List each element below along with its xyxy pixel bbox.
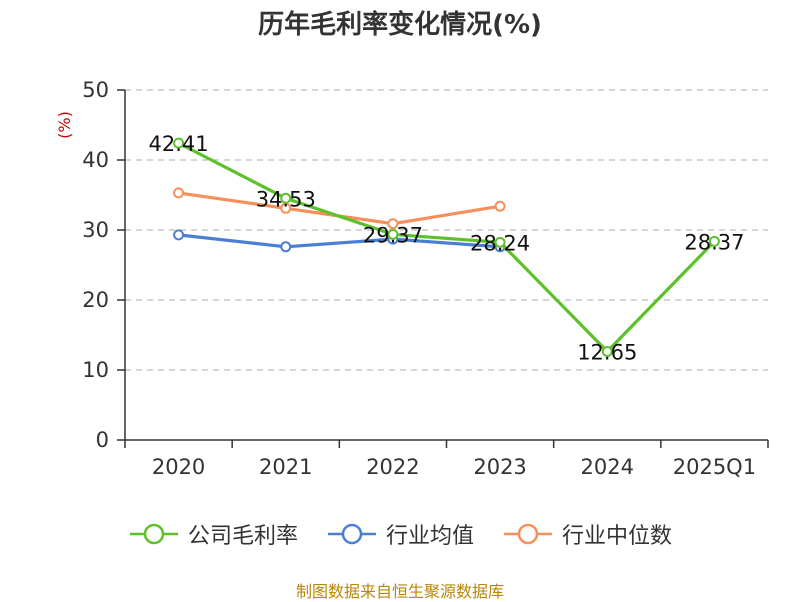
data-label: 28.24 bbox=[470, 231, 530, 255]
legend-label: 行业中位数 bbox=[562, 524, 673, 549]
x-tick-label: 2024 bbox=[581, 455, 634, 479]
data-point bbox=[387, 218, 399, 230]
data-point bbox=[280, 241, 292, 253]
data-label: 42.41 bbox=[149, 132, 209, 156]
y-tick-label: 10 bbox=[82, 358, 109, 382]
legend-label: 公司毛利率 bbox=[187, 524, 298, 549]
data-point bbox=[708, 235, 720, 247]
data-label: 34.53 bbox=[256, 187, 316, 211]
series-line bbox=[178, 191, 501, 226]
legend-marker-icon bbox=[504, 523, 552, 545]
legend-item[interactable]: 行业中位数 bbox=[502, 518, 672, 550]
y-tick-label: 40 bbox=[82, 148, 109, 172]
chart-title: 历年毛利率变化情况(%) bbox=[258, 10, 542, 40]
legend-item[interactable]: 公司毛利率 bbox=[128, 518, 298, 550]
data-point bbox=[494, 200, 506, 212]
data-point bbox=[494, 236, 506, 248]
grid-lines bbox=[125, 89, 768, 371]
data-point bbox=[387, 228, 399, 240]
data-label: 28.37 bbox=[684, 230, 744, 254]
legend: 公司毛利率 行业均值 行业中位数 bbox=[0, 518, 800, 550]
y-tick-label: 20 bbox=[82, 288, 109, 312]
data-point bbox=[601, 345, 613, 357]
data-labels: 42.41 34.53 29.37 28.24 12.65 28.37 bbox=[149, 132, 745, 364]
data-point bbox=[280, 192, 292, 204]
series-line bbox=[177, 141, 716, 354]
data-point bbox=[173, 187, 185, 199]
data-point bbox=[173, 229, 185, 241]
legend-marker-icon bbox=[129, 523, 178, 545]
x-tick-label: 2021 bbox=[259, 455, 312, 479]
x-tick-label: 2022 bbox=[366, 455, 419, 479]
x-tick-label: 2025Q1 bbox=[673, 455, 756, 479]
data-label: 12.65 bbox=[577, 340, 637, 364]
x-tick-label: 2020 bbox=[152, 455, 205, 479]
x-tick-label: 2023 bbox=[473, 455, 526, 479]
axes: 0 10 20 30 40 50 2020 2021 2022 2023 2024 2025Q1 bbox=[82, 78, 769, 479]
y-tick-label: 50 bbox=[82, 78, 109, 102]
series-lines bbox=[173, 137, 720, 357]
data-point bbox=[280, 202, 292, 214]
y-tick-label: 30 bbox=[82, 218, 109, 242]
data-point bbox=[173, 137, 185, 149]
data-label: 29.37 bbox=[363, 223, 423, 247]
series-line bbox=[178, 233, 501, 249]
legend-marker-icon bbox=[327, 523, 376, 545]
source-note: 制图数据来自恒生聚源数据库 bbox=[295, 582, 504, 601]
y-tick-label: 0 bbox=[96, 428, 109, 452]
legend-item[interactable]: 行业均值 bbox=[326, 518, 474, 550]
legend-label: 行业均值 bbox=[385, 524, 474, 549]
y-unit-label: (%) bbox=[55, 111, 74, 139]
